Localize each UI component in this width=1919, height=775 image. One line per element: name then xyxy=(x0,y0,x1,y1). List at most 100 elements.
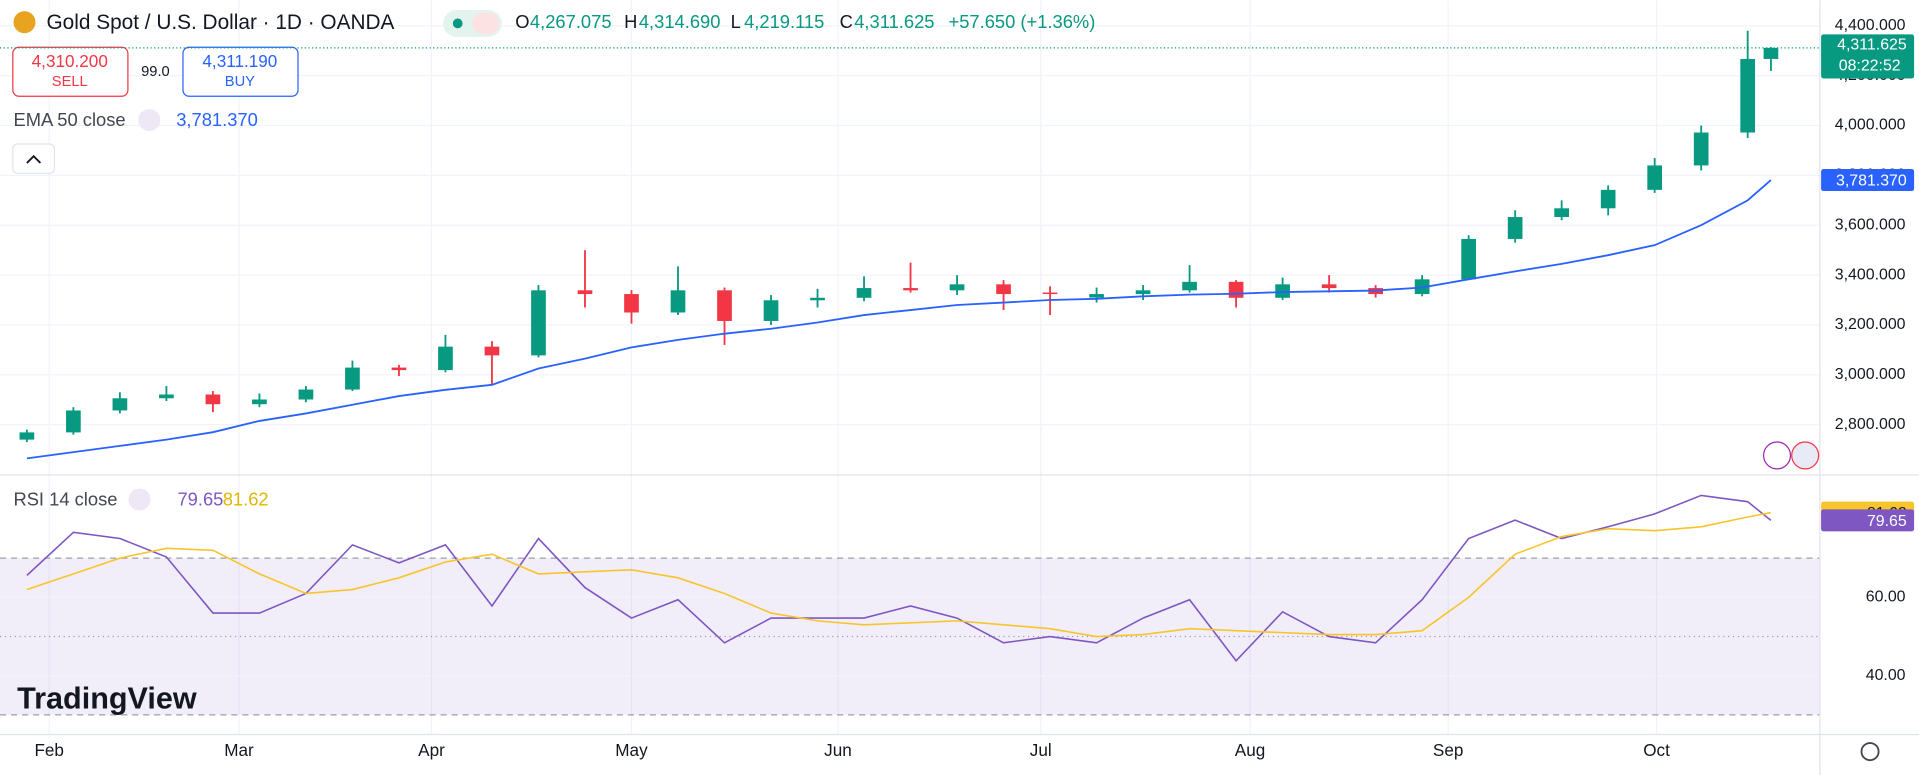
price-badge-label: 4,311.625 xyxy=(1837,37,1907,54)
candle-body xyxy=(1461,238,1476,280)
candle-body xyxy=(1089,294,1104,298)
rsi-legend: RSI 14 close xyxy=(13,489,117,510)
candle-body xyxy=(996,284,1011,295)
candle-body xyxy=(484,346,500,356)
candle-body xyxy=(1693,132,1709,166)
collapse-button[interactable] xyxy=(12,143,56,174)
collapse-icon xyxy=(26,154,42,164)
candle-body xyxy=(252,399,267,405)
x-tick-label: Sep xyxy=(1433,740,1463,760)
chart-title: Gold Spot / U.S. Dollar · 1D · OANDA xyxy=(47,11,395,34)
axis-badge xyxy=(1821,169,1915,192)
ema-line xyxy=(26,179,1772,460)
sell-label: SELL xyxy=(52,74,88,90)
candle-body xyxy=(577,290,593,295)
y-tick-label: 3,200.000 xyxy=(1835,316,1906,333)
watermark: TradingView xyxy=(17,681,197,715)
sell-price: 4,310.200 xyxy=(32,51,108,71)
x-tick-label: May xyxy=(615,740,648,760)
quote-value: 4,311.625 xyxy=(854,11,934,32)
candle-body xyxy=(1321,284,1337,289)
candle-body xyxy=(19,432,35,440)
quote-value: 4,314.690 xyxy=(639,11,721,32)
countdown: 08:22:52 xyxy=(1839,57,1901,74)
x-tick-label: Feb xyxy=(34,740,64,760)
symbol-logo xyxy=(13,11,36,34)
candle-body xyxy=(1740,58,1756,133)
y-tick-label: 3,600.000 xyxy=(1835,216,1906,233)
rsi-tick-label: 40.00 xyxy=(1866,667,1906,684)
candle-body xyxy=(1600,189,1616,209)
candle-body xyxy=(1042,292,1058,295)
x-tick-label: Aug xyxy=(1235,740,1265,760)
quote-key: L xyxy=(731,11,741,32)
candle-body xyxy=(717,290,732,321)
axis-badge-label: 3,781.370 xyxy=(1836,172,1907,189)
grid xyxy=(0,0,1820,735)
rsi-settings-icon[interactable] xyxy=(128,488,151,511)
candle-body xyxy=(670,290,686,313)
x-tick-label: Oct xyxy=(1643,740,1670,760)
candle-body xyxy=(438,346,453,371)
candle-body xyxy=(1763,47,1779,59)
buy-button[interactable] xyxy=(182,46,299,97)
axis-badge xyxy=(1821,509,1915,532)
rsi-band xyxy=(0,558,1820,715)
x-tick-label: Mar xyxy=(224,740,254,760)
candle-body xyxy=(856,288,872,298)
candle-body xyxy=(1647,165,1663,190)
candle-body xyxy=(903,288,918,291)
rsi-ma-line xyxy=(26,511,1772,638)
candle-body xyxy=(624,294,639,313)
candle-body xyxy=(391,367,407,371)
buy-label: BUY xyxy=(225,74,255,90)
ema-settings-icon[interactable] xyxy=(138,109,161,132)
axis-badge-label: 79.65 xyxy=(1867,513,1907,530)
quote-key: O xyxy=(515,11,529,32)
candle-body xyxy=(205,394,221,405)
economy-icon[interactable] xyxy=(1791,441,1820,470)
x-tick-label: Jun xyxy=(824,740,852,760)
candle-body xyxy=(531,290,546,356)
candle-body xyxy=(112,398,128,411)
candle-body xyxy=(1275,284,1290,298)
candle-body xyxy=(1135,290,1151,295)
rsi-line xyxy=(26,494,1772,663)
candle-body xyxy=(810,297,825,301)
events-icon[interactable] xyxy=(1762,441,1792,470)
ema-value: 3,781.370 xyxy=(176,109,258,130)
spread: 99.0 xyxy=(141,64,170,80)
candle-body xyxy=(1182,281,1197,291)
quote-value: 4,267.075 xyxy=(530,11,612,32)
settings-icon[interactable] xyxy=(1860,742,1880,762)
y-tick-label: 3,400.000 xyxy=(1835,266,1906,283)
ema-legend: EMA 50 close xyxy=(13,109,125,130)
candle-body xyxy=(66,410,81,433)
market-open-dot xyxy=(452,18,463,29)
candle-body xyxy=(763,300,779,321)
y-tick-label: 2,800.000 xyxy=(1835,416,1906,433)
quote-value: 4,219.115 xyxy=(744,11,824,32)
y-tick-label: 3,000.000 xyxy=(1835,366,1906,383)
quote-key: C xyxy=(840,11,853,32)
candle-body xyxy=(298,389,314,400)
rsi-value: 79.65 xyxy=(177,489,223,510)
rsi-tick-label: 60.00 xyxy=(1866,589,1906,606)
candle-body xyxy=(1507,217,1523,239)
buy-price: 4,311.190 xyxy=(202,51,277,71)
candle-body xyxy=(949,284,965,291)
x-tick-label: Jul xyxy=(1030,740,1052,760)
candle-body xyxy=(1228,281,1244,298)
y-tick-label: 4,000.000 xyxy=(1835,117,1906,134)
candle-body xyxy=(1554,208,1569,218)
price-badge xyxy=(1821,34,1915,79)
quote-key: H xyxy=(624,11,637,32)
delay-icon xyxy=(472,12,500,35)
rsi-ma-value: 81.62 xyxy=(223,489,269,510)
x-tick-label: Apr xyxy=(418,740,445,760)
y-tick-label: 4,400.000 xyxy=(1835,17,1906,34)
quote-change: +57.650 (+1.36%) xyxy=(948,11,1095,32)
candle-body xyxy=(159,394,174,399)
